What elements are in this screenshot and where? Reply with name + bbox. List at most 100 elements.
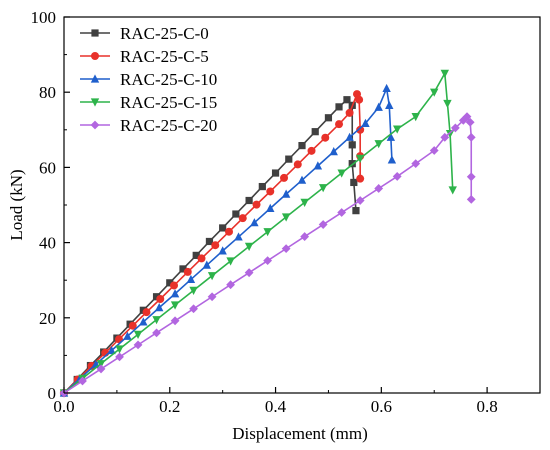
x-tick-label: 0.6 bbox=[371, 397, 392, 416]
data-point bbox=[189, 286, 198, 295]
y-axis-label: Load (kN) bbox=[7, 169, 26, 240]
data-point bbox=[128, 321, 137, 330]
x-tick-label: 0.4 bbox=[265, 397, 287, 416]
data-point bbox=[440, 69, 449, 78]
axis-layer: 0.0 0.2 0.4 0.6 0.8 0 20 40 60 80 100 bbox=[31, 8, 541, 416]
data-point bbox=[462, 112, 472, 122]
data-point bbox=[345, 132, 354, 141]
series-line bbox=[63, 87, 393, 394]
data-point bbox=[252, 200, 261, 209]
legend-label: RAC-25-C-20 bbox=[120, 116, 217, 135]
data-point bbox=[311, 128, 319, 136]
x-tick-label: 0.2 bbox=[159, 397, 180, 416]
data-point bbox=[211, 241, 220, 250]
data-point bbox=[337, 169, 346, 178]
data-point bbox=[387, 155, 397, 164]
data-point bbox=[225, 227, 234, 236]
data-point bbox=[271, 169, 280, 177]
x-tick-label: 0.8 bbox=[476, 397, 497, 416]
series-layer bbox=[59, 69, 476, 398]
data-point bbox=[250, 218, 259, 227]
data-point bbox=[374, 184, 384, 193]
data-point bbox=[107, 345, 116, 355]
data-point bbox=[458, 116, 468, 125]
data-point bbox=[374, 140, 383, 149]
data-point bbox=[234, 232, 243, 241]
data-point bbox=[343, 96, 351, 104]
data-point bbox=[186, 274, 196, 284]
data-point bbox=[443, 99, 452, 109]
data-point bbox=[329, 147, 338, 156]
data-point bbox=[300, 232, 310, 241]
data-point bbox=[244, 242, 254, 251]
data-point bbox=[293, 160, 302, 169]
data-point bbox=[321, 133, 330, 142]
data-point bbox=[450, 123, 460, 133]
data-point bbox=[170, 301, 180, 310]
x-tick-label: 0.0 bbox=[53, 397, 74, 416]
data-point bbox=[263, 256, 273, 266]
legend-label: RAC-25-C-15 bbox=[120, 93, 217, 112]
data-point bbox=[78, 376, 87, 386]
x-axis-label: Displacement (mm) bbox=[232, 424, 368, 443]
data-point bbox=[96, 364, 106, 374]
data-point bbox=[356, 174, 365, 183]
data-point bbox=[266, 187, 275, 196]
data-point bbox=[133, 340, 143, 350]
data-point bbox=[297, 175, 307, 184]
data-point bbox=[219, 224, 227, 232]
data-point bbox=[192, 251, 200, 259]
data-point bbox=[430, 88, 439, 97]
data-point bbox=[281, 189, 291, 198]
data-point bbox=[152, 293, 161, 301]
data-point bbox=[361, 118, 370, 128]
data-point bbox=[348, 141, 356, 149]
data-point bbox=[139, 317, 148, 326]
data-point bbox=[96, 360, 106, 369]
data-point bbox=[115, 352, 124, 362]
legend-marker bbox=[90, 74, 100, 83]
y-tick-label: 100 bbox=[31, 8, 57, 27]
data-point bbox=[189, 304, 198, 314]
legend-marker bbox=[90, 98, 100, 107]
data-point bbox=[335, 120, 344, 129]
data-point bbox=[245, 196, 253, 205]
data-point bbox=[152, 316, 161, 325]
data-point bbox=[244, 268, 254, 278]
data-point bbox=[166, 279, 174, 287]
data-point bbox=[307, 146, 316, 155]
data-point bbox=[281, 244, 291, 254]
legend-label: RAC-25-C-0 bbox=[120, 24, 209, 43]
data-point bbox=[324, 114, 333, 122]
data-point bbox=[355, 95, 364, 104]
data-point bbox=[337, 208, 347, 217]
y-tick-label: 80 bbox=[39, 83, 56, 102]
data-point bbox=[355, 154, 365, 163]
data-point bbox=[411, 159, 421, 169]
series-line bbox=[63, 98, 357, 394]
data-point bbox=[207, 272, 217, 281]
data-point bbox=[355, 196, 365, 205]
data-point bbox=[350, 178, 358, 187]
data-point bbox=[374, 102, 383, 111]
legend-marker bbox=[91, 52, 99, 60]
data-point bbox=[352, 207, 360, 215]
data-point bbox=[170, 281, 179, 290]
data-point bbox=[207, 292, 217, 302]
y-tick-label: 0 bbox=[48, 384, 57, 403]
y-tick-label: 20 bbox=[39, 309, 56, 328]
data-point bbox=[170, 316, 180, 326]
data-point bbox=[123, 331, 132, 340]
data-point bbox=[155, 303, 164, 312]
data-point bbox=[133, 330, 143, 339]
data-point bbox=[266, 203, 275, 212]
data-point bbox=[280, 173, 289, 182]
data-point bbox=[356, 125, 365, 134]
data-point bbox=[429, 146, 439, 155]
data-point bbox=[411, 113, 420, 122]
data-point bbox=[385, 100, 394, 109]
data-point bbox=[218, 246, 227, 255]
data-point bbox=[318, 220, 328, 229]
legend-marker bbox=[91, 29, 99, 37]
